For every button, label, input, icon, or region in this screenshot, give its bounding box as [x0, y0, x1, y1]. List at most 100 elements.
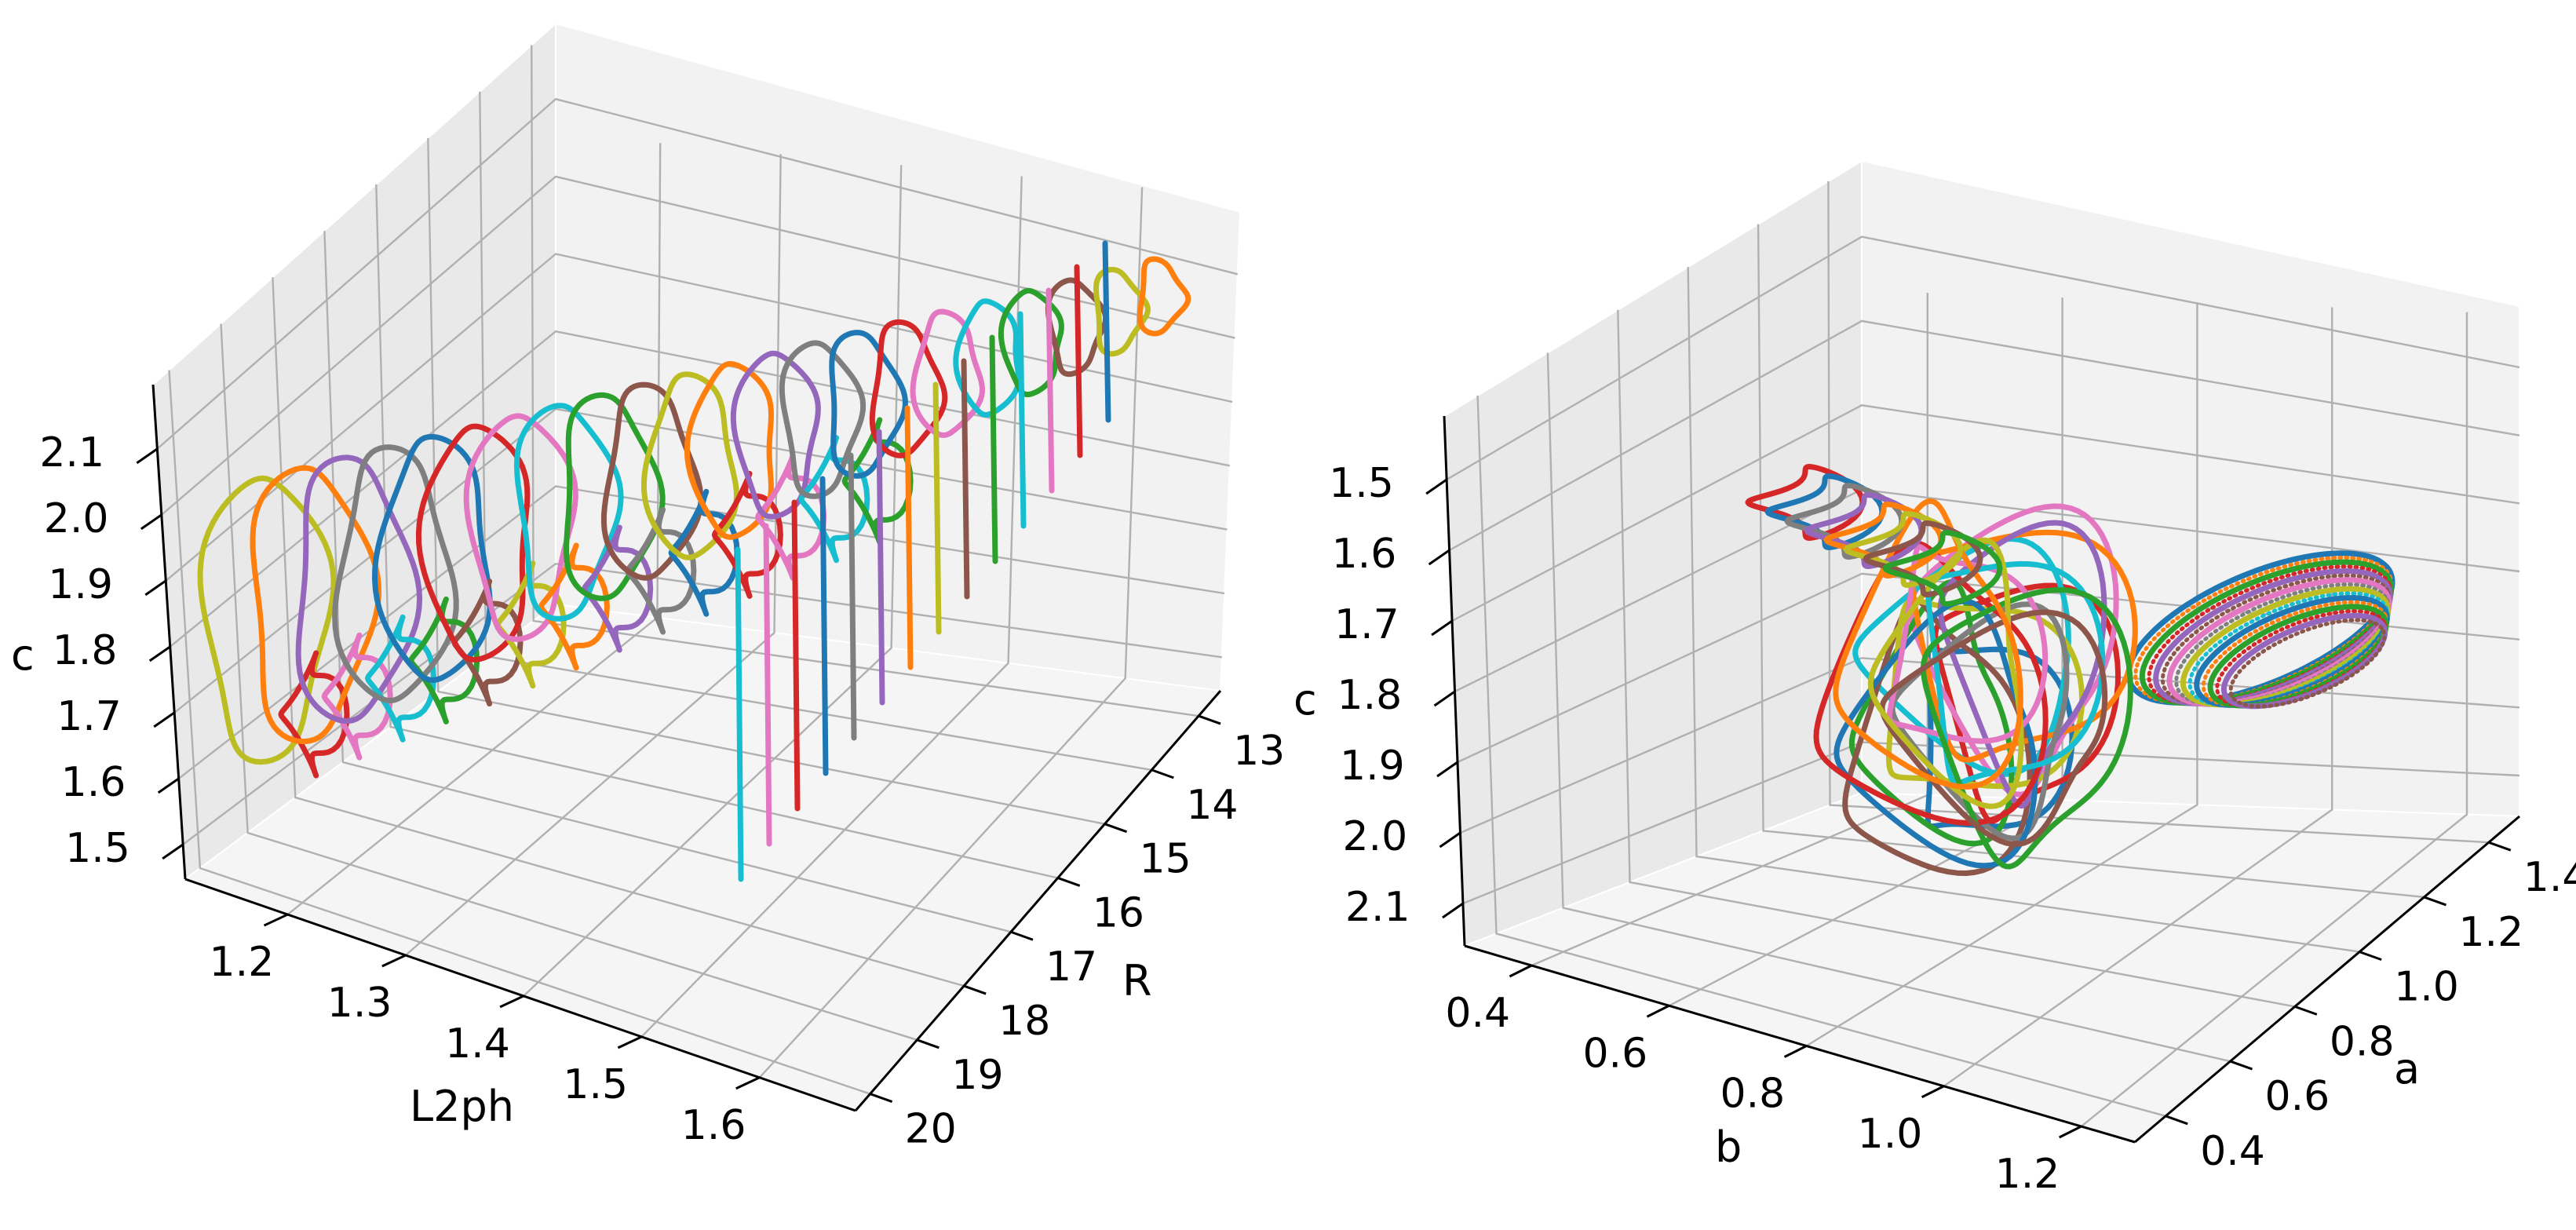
left-curve-stroke-0 — [735, 546, 744, 882]
left-curves — [197, 240, 1191, 882]
right-curve-ellipse-12 — [2207, 604, 2389, 709]
left-ytick-mark-3 — [1057, 877, 1081, 887]
right-xlabel: b — [1715, 1122, 1742, 1172]
left-grid-z-5 — [161, 175, 1235, 516]
left-ytick-mark-7 — [870, 1093, 893, 1104]
left-curve-knot-2 — [365, 614, 436, 743]
left-curve-stroke-1 — [763, 523, 772, 847]
left-curve-knot-10 — [711, 470, 783, 599]
right-grid-y-5 — [1827, 181, 2489, 844]
left-curve-loop-9 — [600, 381, 704, 581]
right-curve-knot-0 — [1745, 464, 1866, 541]
left-axes — [151, 384, 1222, 1112]
left-curve-knot-6 — [538, 542, 610, 671]
left-ztick-label-3: 1.8 — [53, 627, 118, 674]
left-curve-loop-21 — [1137, 256, 1191, 337]
right-ztick-mark-0 — [1425, 478, 1447, 495]
right-ytick-label-3: 1.0 — [2394, 964, 2459, 1011]
left-grid-x-1 — [405, 154, 782, 956]
left-curve-stroke-3 — [819, 476, 829, 776]
right-ztick-mark-2 — [1431, 619, 1453, 637]
left-ztick-label-4: 1.9 — [48, 561, 113, 608]
left-curve-stroke-4 — [848, 452, 857, 741]
right-y-axis — [2134, 815, 2520, 1144]
right-ytick-mark-0 — [2165, 1115, 2188, 1126]
left-x-axis — [184, 878, 856, 1112]
left-zlabel: c — [11, 630, 35, 680]
left-grid-x-4 — [758, 187, 1144, 1079]
right-ztick-mark-6 — [1442, 902, 1464, 919]
left-ytick-mark-0 — [1198, 714, 1221, 725]
right-grid-x-4 — [2080, 312, 2468, 1127]
right-curve-knot-2 — [1784, 483, 1905, 560]
left-curve-stroke-9 — [989, 334, 998, 564]
left-grid-z-3 — [169, 330, 1231, 648]
right-curve-knot-1 — [1764, 473, 1885, 550]
right-axes — [1443, 415, 2520, 1144]
left-curve-loop-15 — [869, 319, 948, 458]
right-curve-ellipse-8 — [2180, 586, 2392, 708]
right-curve-tangle-16 — [1867, 537, 2024, 809]
left-3d-plot: 1.2 1.3 1.4 1.5 1.6 13 14 15 16 17 18 19 20 1.5 1.6 1.7… — [11, 21, 1285, 1153]
left-curve-loop-17 — [953, 298, 1022, 418]
left-ztick-mark-2 — [153, 711, 176, 728]
left-xtick-mark-2 — [499, 995, 524, 1009]
left-ytick-label-7: 20 — [905, 1106, 957, 1153]
right-curve-ellipse-6 — [2166, 577, 2392, 707]
right-grid-y-3 — [1687, 267, 2360, 953]
left-curve-stroke-13 — [1102, 240, 1111, 423]
right-ztick-label-5: 2.0 — [1342, 813, 1407, 860]
left-curve-stroke-8 — [961, 358, 970, 600]
right-curve-ellipse-14 — [2220, 612, 2388, 710]
left-xtick-mark-0 — [263, 913, 289, 927]
right-ytick-label-5: 1.4 — [2523, 854, 2576, 901]
right-z-axis — [1443, 415, 1466, 947]
right-curve-knot-6 — [1863, 520, 1983, 597]
right-curve-ellipse-4 — [2153, 568, 2393, 706]
right-ytick-mark-3 — [2359, 951, 2382, 962]
right-xtick-mark-1 — [1646, 1004, 1670, 1018]
left-curve-loop-8 — [564, 392, 666, 601]
left-xtick-label-2: 1.4 — [445, 1020, 510, 1068]
left-ytick-mark-4 — [1010, 930, 1034, 941]
right-xtick-label-3: 1.0 — [1858, 1111, 1923, 1158]
left-xtick-label-1: 1.3 — [327, 980, 392, 1027]
left-curve-stroke-10 — [1017, 311, 1027, 529]
left-ztick-mark-0 — [162, 843, 184, 860]
right-curve-knot-7 — [1882, 530, 2003, 607]
right-3d-plot: 0.40.60.81.01.2 0.40.60.81.01.21.41.51.61… — [1293, 159, 2576, 1198]
left-ytick-mark-5 — [963, 984, 987, 995]
left-xtick-label-0: 1.2 — [209, 939, 274, 986]
right-ytick-mark-1 — [2230, 1060, 2253, 1071]
left-ylabel: R — [1122, 956, 1152, 1006]
left-curve-stroke-11 — [1045, 287, 1055, 494]
left-ytick-label-4: 17 — [1045, 943, 1097, 991]
left-grid-y-4 — [323, 231, 1012, 933]
left-grid-y-3 — [375, 184, 1058, 879]
right-xtick-mark-2 — [1783, 1045, 1808, 1058]
right-ztick-mark-5 — [1439, 831, 1461, 849]
left-grid-x-2 — [523, 165, 903, 997]
right-curve-tangle-7 — [1910, 529, 2138, 763]
left-grid-y-5 — [272, 277, 965, 987]
right-x-axis — [1464, 944, 2136, 1144]
right-ytick-label-0: 0.4 — [2200, 1128, 2265, 1175]
left-curve-loop-13 — [779, 340, 867, 499]
left-curve-loop-7 — [514, 403, 624, 622]
right-curve-tangle-14 — [1921, 587, 2133, 870]
left-ytick-mark-1 — [1151, 768, 1174, 779]
left-ytick-label-2: 15 — [1140, 836, 1191, 883]
left-ytick-label-5: 18 — [998, 998, 1050, 1045]
right-ztick-label-2: 1.7 — [1334, 601, 1399, 648]
left-ytick-mark-2 — [1104, 823, 1128, 834]
left-ztick-mark-5 — [140, 513, 162, 531]
right-ztick-mark-1 — [1428, 549, 1450, 566]
right-curve-ellipse-15 — [2228, 618, 2387, 709]
right-xtick-label-4: 1.2 — [1995, 1151, 2060, 1198]
right-grid-z-1 — [1449, 319, 2520, 552]
right-ylabel: a — [2394, 1044, 2420, 1093]
right-curve-ellipse-10 — [2194, 595, 2390, 708]
left-curve-stroke-7 — [932, 381, 942, 635]
right-ztick-label-1: 1.6 — [1332, 531, 1397, 578]
right-curve-knot-3 — [1804, 492, 1925, 569]
